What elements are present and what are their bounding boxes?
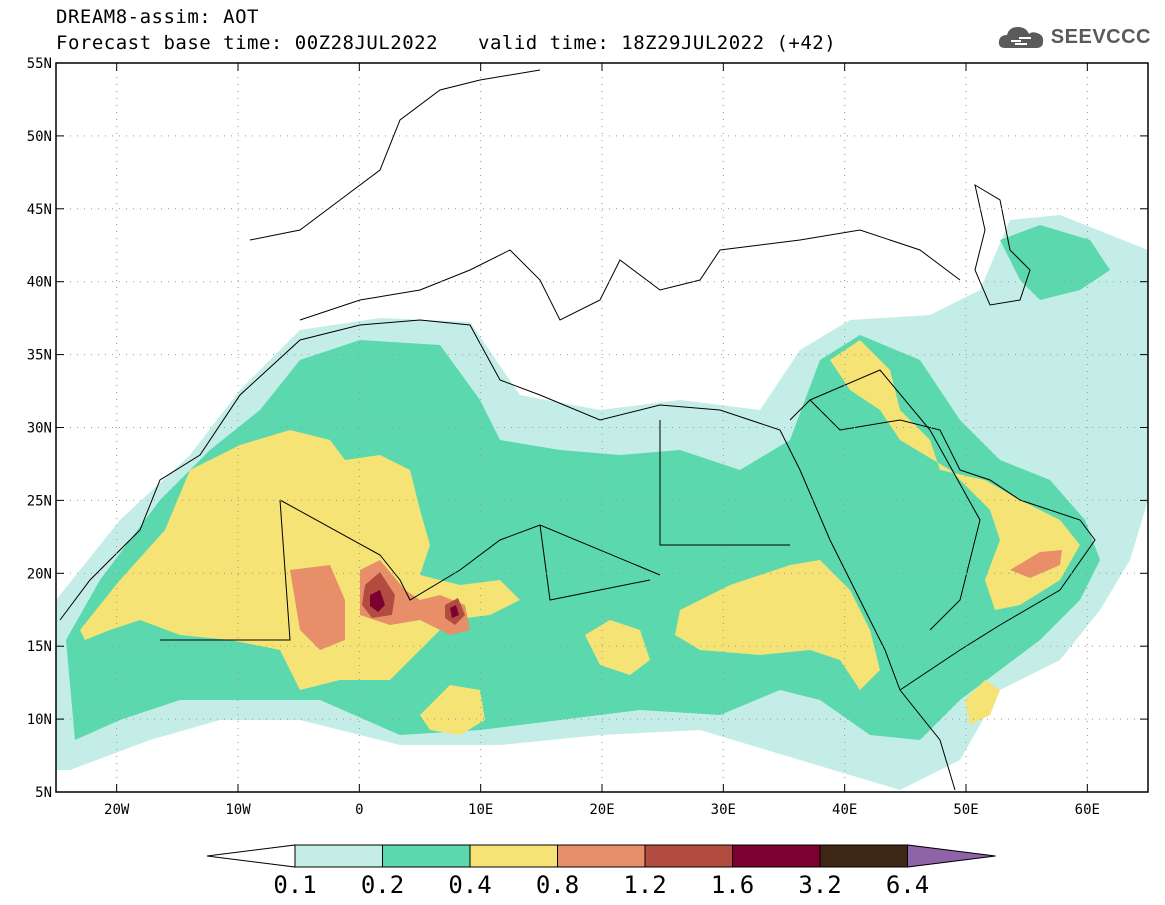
lon-label: 60E: [1075, 802, 1100, 818]
colorbar-box: [294, 844, 383, 868]
lat-label: 55N: [27, 56, 52, 72]
colorbar-box: [469, 844, 558, 868]
lat-label: 35N: [27, 348, 52, 364]
lat-label: 45N: [27, 202, 52, 218]
model-title: DREAM8-assim: AOT: [56, 6, 259, 28]
lon-label: 10E: [468, 802, 493, 818]
aot-band-0.4-chad: [585, 620, 650, 675]
lat-label: 15N: [27, 639, 52, 655]
colorbar-level: 6.4: [886, 871, 929, 899]
colorbar-level: 3.2: [798, 871, 841, 899]
lon-label: 30E: [711, 802, 736, 818]
colorbar-box: [557, 844, 646, 868]
aot-band-0.2-caspian: [1000, 225, 1110, 300]
lon-label: 40E: [832, 802, 857, 818]
cloud-icon: [998, 27, 1043, 48]
colorbar-level: 0.2: [361, 871, 404, 899]
lon-label: 20E: [589, 802, 614, 818]
colorbar-over: [907, 844, 996, 868]
coastline-caspian: [974, 183, 1031, 306]
aot-band-0.8: [290, 565, 345, 650]
lon-label: 50E: [953, 802, 978, 818]
colorbar-box: [819, 844, 908, 868]
colorbar-level: 0.8: [536, 871, 579, 899]
coastline-africa: [59, 319, 956, 791]
coastlines: [59, 69, 1096, 791]
lat-label: 10N: [27, 712, 52, 728]
lat-label: 30N: [27, 421, 52, 437]
colorbar-box: [644, 844, 733, 868]
coastline-europe: [249, 69, 961, 321]
latitude-labels: 55N 50N 45N 40N 35N 30N 25N 20N 15N 10N 5N: [27, 56, 1148, 801]
aot-band-1.6: [370, 590, 385, 612]
lat-label: 20N: [27, 566, 52, 582]
lat-label: 50N: [27, 129, 52, 145]
colorbar-box: [732, 844, 821, 868]
gridlines: [56, 63, 1148, 792]
lon-label: 10W: [225, 802, 251, 818]
border-egypt: [539, 420, 790, 601]
longitude-labels: 20W 10W 0 10E 20E 30E 40E 50E 60E: [104, 63, 1100, 818]
aot-band-0.4-africa-east: [675, 560, 880, 690]
colorbar-level: 0.4: [448, 871, 491, 899]
colorbar-box: [382, 844, 471, 868]
lat-label: 25N: [27, 493, 52, 509]
valid-time: valid time: 18Z29JUL2022 (+42): [478, 32, 837, 54]
logo-text: SEEVCCC: [1050, 25, 1151, 48]
seevccc-logo: SEEVCCC: [997, 22, 1151, 52]
colorbar: 0.1 0.2 0.4 0.8 1.2 1.6 3.2 6.4: [206, 844, 996, 899]
forecast-base-time: Forecast base time: 00Z28JUL2022: [56, 32, 439, 54]
colorbar-level: 0.1: [273, 871, 316, 899]
aot-band-0.4-somalia: [965, 680, 1000, 725]
border-arabia: [809, 369, 981, 631]
border-mali: [160, 499, 661, 641]
colorbar-level: 1.2: [623, 871, 666, 899]
colorbar-under: [206, 844, 296, 868]
coastline-arabia: [789, 399, 1096, 691]
lon-label: 20W: [104, 802, 130, 818]
aot-band-1.6-niger: [450, 605, 459, 618]
lon-label: 0: [355, 802, 363, 818]
aot-band-0.4-west: [80, 430, 520, 690]
colorbar-level: 1.6: [711, 871, 754, 899]
aot-band-0.8-oman: [1010, 550, 1062, 578]
aot-band-0.4-south: [420, 685, 485, 735]
lat-label: 40N: [27, 275, 52, 291]
lat-label: 5N: [35, 785, 52, 801]
